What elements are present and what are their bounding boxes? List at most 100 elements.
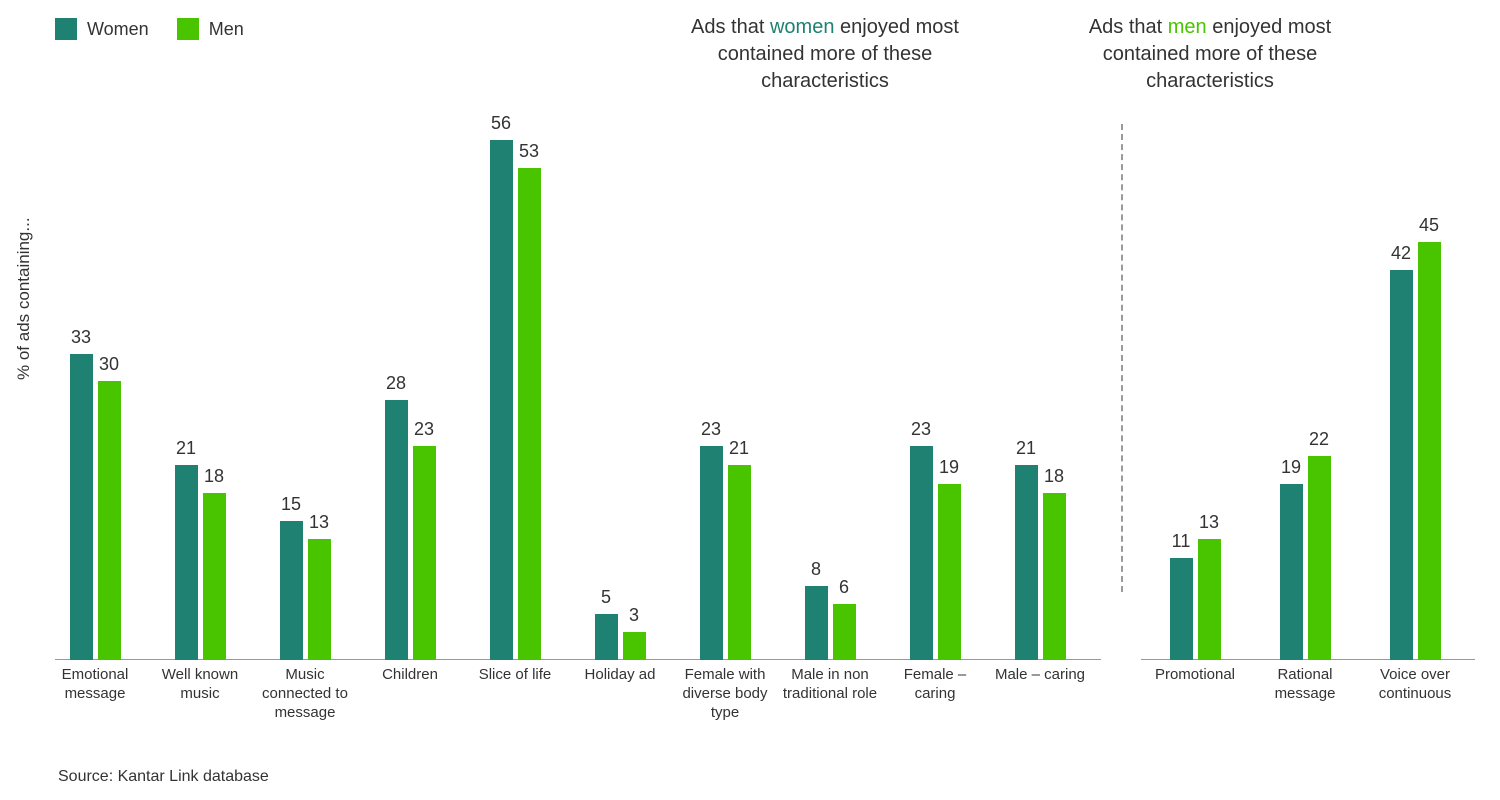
x-axis-label: Children (360, 666, 460, 685)
bar-value-label: 30 (99, 354, 119, 375)
bar-women: 15 (280, 494, 303, 660)
bar-value-label: 56 (491, 113, 511, 134)
bar-men: 18 (203, 466, 226, 660)
bar-rect (70, 354, 93, 660)
x-axis-label: Emotional message (45, 666, 145, 704)
bar-rect (490, 140, 513, 660)
bar-women: 23 (910, 419, 933, 660)
bar-group: 33 30 (70, 327, 121, 660)
bar-group: 28 23 (385, 373, 436, 660)
bar-group: 1922 (1280, 429, 1331, 660)
bar-group: 42 45 (1390, 215, 1441, 660)
legend-item-men: Men (177, 18, 244, 40)
bar-rect (203, 493, 226, 660)
bar-women: 5 (595, 587, 618, 660)
bar-men: 13 (308, 512, 331, 660)
bar-men: 53 (518, 141, 541, 660)
chart-area: 3330211815132823565353232186231921181113… (55, 110, 1475, 660)
bar-value-label: 18 (1044, 466, 1064, 487)
bar-value-label: 23 (701, 419, 721, 440)
bar-value-label: 21 (1016, 438, 1036, 459)
bar-rect (1198, 539, 1221, 660)
bar-rect (595, 614, 618, 660)
legend-label-women: Women (87, 19, 149, 40)
bar-value-label: 53 (519, 141, 539, 162)
bar-men: 22 (1308, 429, 1331, 660)
bar-rect (700, 446, 723, 660)
bar-men: 19 (938, 457, 961, 660)
bar-value-label: 6 (839, 577, 849, 598)
bar-value-label: 3 (629, 605, 639, 626)
bar-rect (1308, 456, 1331, 660)
bar-value-label: 13 (309, 512, 329, 533)
x-axis-label: Rational message (1255, 666, 1355, 704)
bar-rect (910, 446, 933, 660)
bar-rect (413, 446, 436, 660)
bar-value-label: 28 (386, 373, 406, 394)
bar-group: 23 19 (910, 419, 961, 660)
bar-value-label: 8 (811, 559, 821, 580)
bar-rect (833, 604, 856, 660)
bar-men: 45 (1418, 215, 1441, 660)
bar-women: 21 (1015, 438, 1038, 660)
bar-rect (1170, 558, 1193, 660)
bar-value-label: 19 (939, 457, 959, 478)
legend: Women Men (55, 18, 244, 40)
x-axis-label: Holiday ad (570, 666, 670, 685)
bar-value-label: 21 (729, 438, 749, 459)
bar-rect (805, 586, 828, 660)
bar-value-label: 42 (1391, 243, 1411, 264)
bar-value-label: 13 (1199, 512, 1219, 533)
bar-group: 56 53 (490, 113, 541, 660)
bar-men: 6 (833, 577, 856, 660)
bar-group: 23 21 (700, 419, 751, 660)
bar-rect (1418, 242, 1441, 660)
legend-item-women: Women (55, 18, 149, 40)
header-women-accent: women (770, 16, 834, 38)
x-axis-label: Slice of life (465, 666, 565, 685)
bar-rect (728, 465, 751, 660)
bar-rect (308, 539, 331, 660)
bar-group: 11 13 (1170, 512, 1221, 660)
bar-women: 28 (385, 373, 408, 660)
bar-women: 21 (175, 438, 198, 660)
bar-group: 21 18 (1015, 438, 1066, 660)
bar-rect (175, 465, 198, 660)
bar-rect (385, 400, 408, 660)
bar-men: 21 (728, 438, 751, 660)
bar-women: 33 (70, 327, 93, 660)
bar-men: 30 (98, 354, 121, 660)
bar-value-label: 33 (71, 327, 91, 348)
bar-value-label: 45 (1419, 215, 1439, 236)
bar-group: 1513 (280, 494, 331, 660)
bar-value-label: 15 (281, 494, 301, 515)
bar-value-label: 23 (911, 419, 931, 440)
header-women-pre: Ads that (691, 16, 770, 38)
bar-value-label: 23 (414, 419, 434, 440)
bar-women: 19 (1280, 457, 1303, 660)
bar-group: 2118 (175, 438, 226, 660)
bar-rect (1280, 484, 1303, 660)
header-men-accent: men (1168, 16, 1207, 38)
x-axis-label: Promotional (1145, 666, 1245, 685)
x-axis-label: Voice over continuous (1365, 666, 1465, 704)
bar-men: 3 (623, 605, 646, 660)
section-divider (1121, 124, 1123, 592)
y-axis-label: % of ads containing... (14, 217, 34, 380)
bar-group: 53 (595, 587, 646, 660)
bar-value-label: 11 (1172, 531, 1191, 552)
bar-rect (938, 484, 961, 660)
x-axis-label: Well known music (150, 666, 250, 704)
bar-value-label: 5 (601, 587, 611, 608)
x-axis-label: Music connected to message (255, 666, 355, 722)
legend-swatch-men (177, 18, 199, 40)
legend-swatch-women (55, 18, 77, 40)
bar-rect (1390, 270, 1413, 660)
bar-men: 13 (1198, 512, 1221, 660)
bar-women: 42 (1390, 243, 1413, 660)
bar-men: 18 (1043, 466, 1066, 660)
bar-value-label: 19 (1281, 457, 1301, 478)
section-header-men: Ads that men enjoyed most contained more… (1050, 14, 1370, 95)
bar-rect (98, 381, 121, 660)
bar-rect (623, 632, 646, 660)
